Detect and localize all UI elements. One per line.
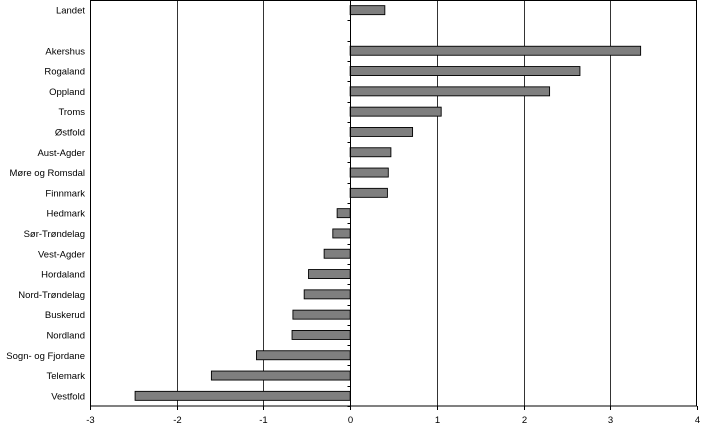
x-tick-label: -2 — [173, 415, 181, 426]
category-label: Troms — [58, 107, 85, 118]
bar — [349, 66, 581, 77]
category-label: Buskerud — [45, 310, 85, 321]
bar — [291, 330, 351, 340]
category-label: Aust-Agder — [37, 148, 85, 159]
category-label: Akershus — [45, 46, 85, 57]
x-tick-label: 0 — [348, 415, 353, 426]
bar — [349, 45, 642, 56]
bar — [349, 5, 386, 16]
x-tick-label: 1 — [435, 415, 440, 426]
bar — [210, 370, 351, 381]
bar — [349, 187, 388, 198]
category-label: Sør-Trøndelag — [24, 229, 85, 240]
x-tick-label: 3 — [608, 415, 613, 426]
category-label: Møre og Romsdal — [10, 168, 86, 179]
category-label: Rogaland — [44, 67, 85, 78]
category-label: Sogn- og Fjordane — [6, 351, 85, 362]
category-label: Landet — [56, 6, 85, 17]
x-tick-label: 2 — [522, 415, 527, 426]
zero-axis — [347, 0, 351, 407]
category-label: Nordland — [46, 330, 85, 341]
category-label: Vestfold — [51, 391, 85, 402]
category-label: Finnmark — [45, 188, 85, 199]
bar — [323, 248, 351, 259]
category-label: Nord-Trøndelag — [18, 290, 85, 301]
x-tick-label: -1 — [259, 415, 267, 426]
x-tick-label: -3 — [86, 415, 94, 426]
category-label: Vest-Agder — [38, 249, 85, 260]
category-label: Hedmark — [46, 209, 85, 220]
bar — [256, 350, 351, 361]
bar — [308, 269, 351, 279]
bar — [292, 309, 351, 320]
x-tick-label: 4 — [695, 415, 700, 426]
category-labels: Landet Akershus Rogaland Oppland Troms Østfol… — [6, 6, 85, 403]
category-label: Telemark — [46, 371, 85, 382]
bar — [134, 390, 351, 401]
category-label: Oppland — [49, 87, 85, 98]
bars — [134, 5, 642, 401]
category-label: Østfold — [55, 127, 85, 138]
bar — [349, 86, 551, 97]
bar — [349, 167, 389, 178]
bar — [349, 106, 442, 117]
gridlines — [177, 0, 611, 406]
category-label: Hordaland — [41, 270, 85, 281]
bar — [303, 289, 351, 300]
bar — [332, 228, 351, 239]
bar — [336, 208, 351, 219]
bar — [349, 147, 392, 158]
x-axis: -3 -2 -1 0 1 2 3 4 — [86, 406, 700, 426]
plot-frame — [90, 0, 697, 407]
bar — [349, 126, 414, 137]
